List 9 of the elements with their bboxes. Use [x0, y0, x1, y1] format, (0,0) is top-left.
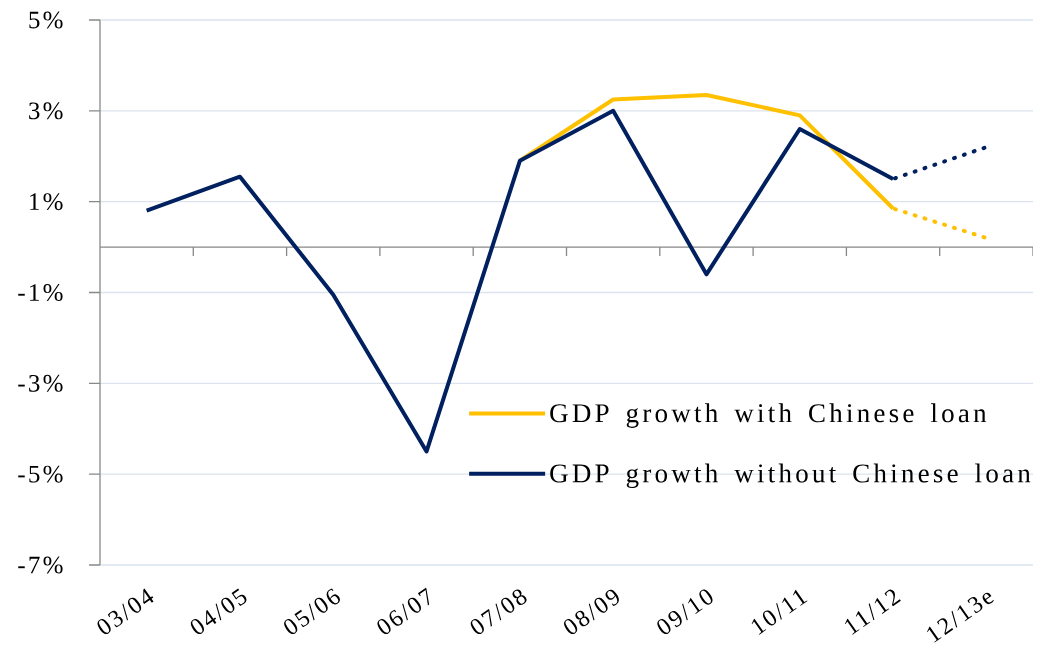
legend-label: GDP growth without Chinese loan — [550, 463, 1031, 489]
y-tick-label: -1% — [18, 284, 63, 301]
y-tick-label: -3% — [18, 374, 63, 392]
y-tick-label: 5% — [29, 11, 63, 29]
y-tick-label: 1% — [30, 193, 63, 211]
y-tick-label: -7% — [18, 556, 63, 574]
y-tick-label: 3% — [29, 102, 63, 120]
y-tick-label: -5% — [18, 465, 63, 483]
legend-label: GDP growth with Chinese loan — [550, 403, 987, 428]
